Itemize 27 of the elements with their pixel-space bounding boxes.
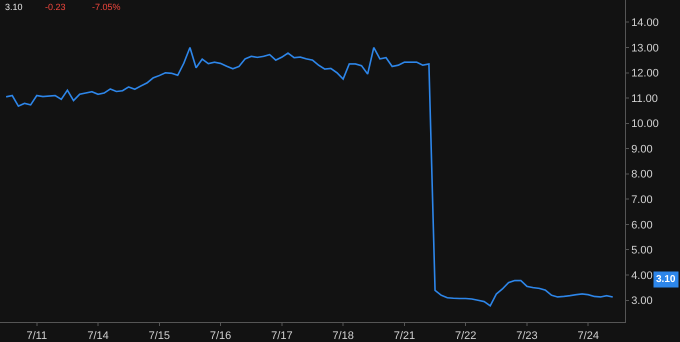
x-tick-label: 7/15 [148,330,170,342]
y-tick-label: 8.00 [631,168,653,181]
y-tick-label: 9.00 [631,143,653,156]
y-tick-label: 13.00 [631,42,659,54]
x-tick-label: 7/17 [271,330,293,342]
y-tick-label: 4.00 [631,270,653,282]
y-tick-label: 6.00 [631,219,653,232]
y-tick-label: 11.00 [631,92,658,105]
text: 3.10 [656,274,676,285]
annotation: -7.05% [92,2,121,12]
y-tick-label: 14.00 [631,17,659,30]
x-tick-label: 7/14 [87,330,109,342]
x-tick-label: 7/18 [332,330,354,342]
y-tick-label: 10.00 [631,118,659,130]
annotation: 3.10 [5,2,23,12]
y-tick-label: 5.00 [631,244,653,257]
x-tick-label: 7/16 [210,330,232,342]
x-tick-label: 7/24 [578,330,599,342]
y-tick-label: 3.00 [631,295,653,308]
annotation: -0.23 [45,2,66,12]
x-tick-label: 7/21 [394,330,416,342]
y-tick-label: 12.00 [631,68,659,80]
y-tick-label: 7.00 [631,194,653,206]
x-tick-label: 7/22 [454,330,476,342]
x-tick-label: 7/23 [516,330,538,342]
line-series [5,46,614,307]
x-tick-label: 7/11 [26,330,48,342]
